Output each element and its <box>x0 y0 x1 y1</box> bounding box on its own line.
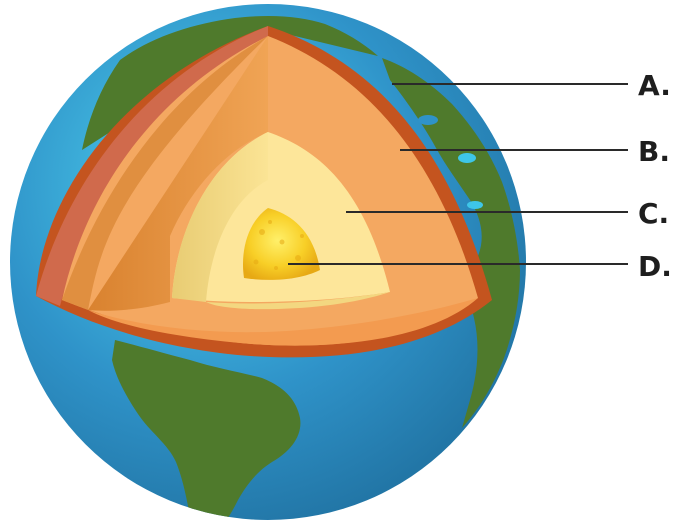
outer-core-floor <box>206 292 390 310</box>
continent-south-america <box>112 340 301 520</box>
label-a: A. <box>638 69 671 102</box>
label-c: C. <box>638 197 669 230</box>
mantle-left-wall <box>62 36 268 310</box>
inner-core-texture <box>253 220 304 270</box>
outer-core-left-wall <box>172 132 268 302</box>
leader-lines <box>288 83 628 265</box>
sea-red <box>467 201 483 209</box>
label-b: B. <box>638 135 670 168</box>
crust-left-face <box>36 26 268 306</box>
label-d: D. <box>638 250 672 283</box>
labels: A. B. C. D. <box>638 69 672 283</box>
lake-europe <box>418 115 438 125</box>
mantle-floor <box>88 298 478 346</box>
continent-north-america <box>82 16 378 150</box>
cutaway <box>36 26 492 358</box>
sea-mediterranean <box>458 153 476 163</box>
mantle-wall-inner <box>88 36 268 311</box>
